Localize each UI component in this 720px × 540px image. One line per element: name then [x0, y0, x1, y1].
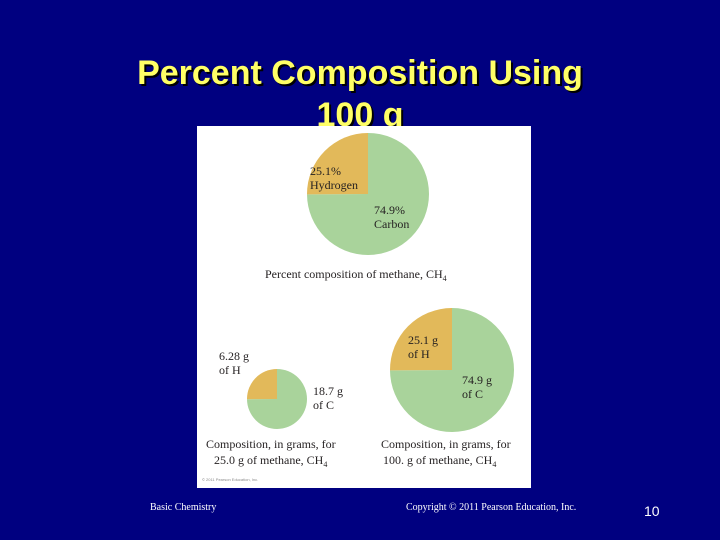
pie-charts-svg: 25.1% Hydrogen 74.9% Carbon Percent comp… — [202, 133, 514, 482]
hydrogen-name-label: Hydrogen — [310, 178, 358, 192]
slide-number: 10 — [644, 503, 660, 519]
small-pie-c-of: of C — [313, 398, 334, 412]
percent-composition-pie: 25.1% Hydrogen 74.9% Carbon Percent comp… — [265, 133, 447, 283]
percent-caption-subscript: 4 — [443, 274, 447, 283]
slide-title: Percent Composition Using 100 g — [60, 52, 660, 136]
small-grams-pie: 6.28 g of H 18.7 g of C Composition, in … — [206, 349, 343, 469]
small-caption-subscript: 4 — [323, 460, 327, 469]
pie-carbon-slice — [307, 133, 429, 255]
large-pie-caption-line-1: Composition, in grams, for — [381, 437, 511, 451]
figure-credit: © 2011 Pearson Education, Inc. — [202, 477, 258, 482]
large-pie-caption-line-2: 100. g of methane, CH4 — [383, 453, 496, 469]
footer-course-name: Basic Chemistry — [150, 502, 217, 513]
pie-hydrogen-slice — [247, 369, 277, 400]
pie-carbon-slice — [390, 308, 514, 432]
pie-carbon-slice — [247, 369, 307, 430]
small-pie-caption-line-1: Composition, in grams, for — [206, 437, 336, 451]
small-pie-h-of: of H — [219, 363, 241, 377]
pie-hydrogen-slice — [390, 308, 452, 371]
small-pie-c-value: 18.7 g — [313, 384, 343, 398]
large-pie-h-of: of H — [408, 347, 430, 361]
carbon-name-label: Carbon — [374, 217, 409, 231]
percent-caption-main: Percent composition of methane, CH — [265, 267, 443, 281]
slide-title-line-1: Percent Composition Using — [137, 54, 583, 92]
small-caption-main: 25.0 g of methane, CH — [214, 453, 324, 467]
hydrogen-percent-label: 25.1% — [310, 164, 341, 178]
large-pie-c-of: of C — [462, 387, 483, 401]
small-pie-h-value: 6.28 g — [219, 349, 249, 363]
large-pie-h-value: 25.1 g — [408, 333, 438, 347]
large-pie-c-value: 74.9 g — [462, 373, 492, 387]
methane-composition-figure: 25.1% Hydrogen 74.9% Carbon Percent comp… — [197, 126, 531, 488]
large-caption-main: 100. g of methane, CH — [383, 453, 493, 467]
large-grams-pie: 25.1 g of H 74.9 g of C Composition, in … — [381, 308, 514, 469]
pie-hydrogen-slice — [307, 133, 368, 195]
footer-copyright: Copyright © 2011 Pearson Education, Inc. — [406, 502, 577, 513]
percent-composition-caption: Percent composition of methane, CH4 — [265, 267, 447, 283]
large-caption-subscript: 4 — [492, 460, 496, 469]
small-pie-caption-line-2: 25.0 g of methane, CH4 — [214, 453, 327, 469]
carbon-percent-label: 74.9% — [374, 203, 405, 217]
